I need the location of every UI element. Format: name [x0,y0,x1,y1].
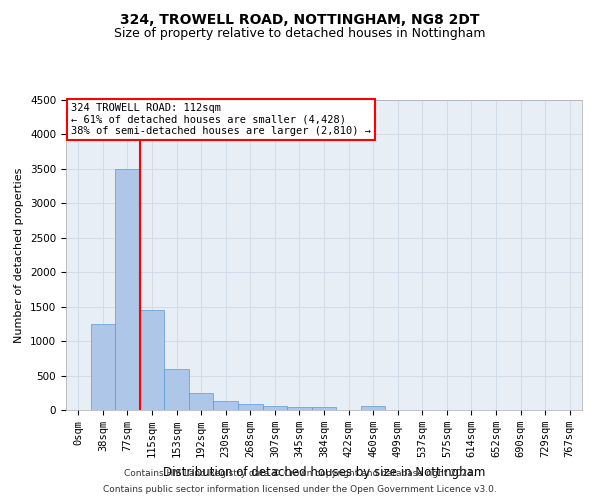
Bar [214,401,238,410]
Bar [287,407,312,410]
X-axis label: Distribution of detached houses by size in Nottingham: Distribution of detached houses by size … [163,466,485,478]
Text: 324 TROWELL ROAD: 112sqm
← 61% of detached houses are smaller (4,428)
38% of sem: 324 TROWELL ROAD: 112sqm ← 61% of detach… [71,103,371,136]
Bar [189,394,214,410]
Y-axis label: Number of detached properties: Number of detached properties [14,168,25,342]
Bar [361,406,385,410]
Bar [312,406,336,410]
Bar [91,324,115,410]
Bar [115,169,140,410]
Text: 324, TROWELL ROAD, NOTTINGHAM, NG8 2DT: 324, TROWELL ROAD, NOTTINGHAM, NG8 2DT [120,12,480,26]
Bar [238,404,263,410]
Text: Size of property relative to detached houses in Nottingham: Size of property relative to detached ho… [114,28,486,40]
Bar [140,310,164,410]
Text: Contains HM Land Registry data © Crown copyright and database right 2024.: Contains HM Land Registry data © Crown c… [124,468,476,477]
Bar [164,368,189,410]
Bar [263,406,287,410]
Text: Contains public sector information licensed under the Open Government Licence v3: Contains public sector information licen… [103,485,497,494]
